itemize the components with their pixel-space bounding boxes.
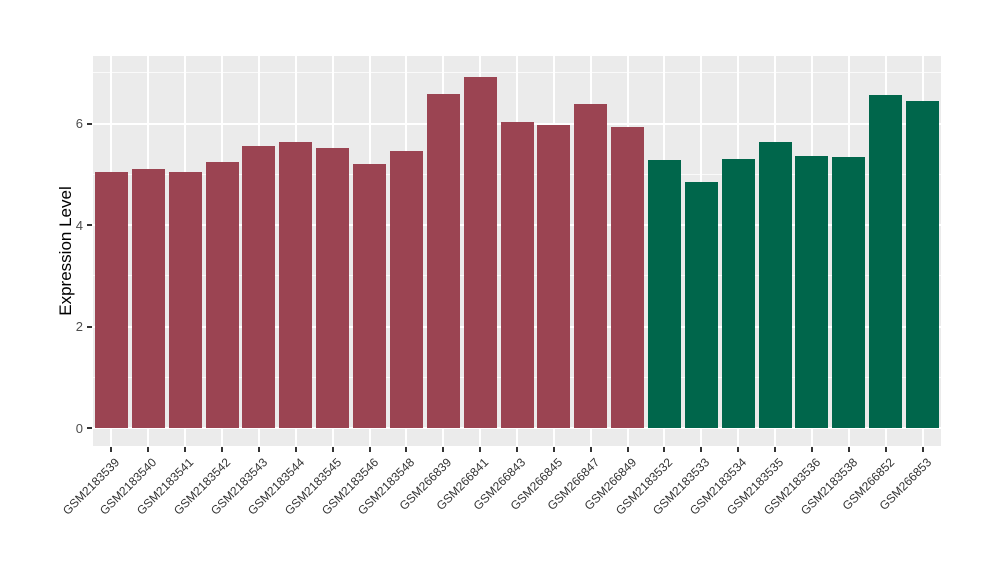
x-tick-mark bbox=[516, 447, 518, 452]
x-tick-mark bbox=[774, 447, 777, 452]
bar-GSM2183534 bbox=[721, 158, 755, 429]
y-tick-label: 6 bbox=[75, 116, 83, 131]
x-tick-mark bbox=[147, 447, 150, 452]
y-tick-mark bbox=[87, 122, 92, 125]
bar-GSM2183538 bbox=[832, 157, 866, 429]
bar-GSM2183544 bbox=[279, 142, 313, 429]
x-tick-mark bbox=[221, 447, 224, 452]
bar-GSM2183535 bbox=[758, 142, 792, 429]
bar-GSM266852 bbox=[869, 95, 903, 429]
bar-GSM266845 bbox=[537, 124, 571, 429]
bar-GSM2183545 bbox=[316, 147, 350, 429]
x-tick-mark bbox=[810, 447, 813, 452]
bar-GSM266841 bbox=[463, 76, 497, 429]
x-tick-mark bbox=[442, 447, 445, 452]
y-axis-title: Expression Level bbox=[56, 186, 75, 316]
x-tick-mark bbox=[847, 447, 850, 452]
x-tick-mark bbox=[479, 447, 482, 452]
x-tick-mark bbox=[626, 447, 629, 452]
plot-panel bbox=[93, 56, 941, 446]
bar-GSM266847 bbox=[574, 103, 608, 429]
x-tick-mark bbox=[405, 447, 408, 452]
x-tick-mark bbox=[700, 447, 703, 452]
bar-GSM2183548 bbox=[389, 150, 423, 429]
x-tick-mark bbox=[184, 447, 187, 452]
bar-GSM2183543 bbox=[242, 146, 276, 429]
x-tick-mark bbox=[552, 447, 555, 452]
bar-GSM266853 bbox=[906, 101, 940, 429]
x-tick-mark bbox=[294, 447, 297, 452]
x-tick-mark bbox=[589, 447, 592, 452]
y-tick-label: 0 bbox=[75, 420, 83, 436]
x-tick-mark bbox=[921, 447, 924, 452]
y-tick-mark bbox=[87, 224, 92, 227]
x-tick-mark bbox=[368, 447, 371, 452]
x-tick-mark bbox=[737, 447, 740, 452]
bar-GSM2183541 bbox=[168, 172, 202, 429]
bar-GSM2183542 bbox=[205, 161, 239, 429]
y-tick-label: 2 bbox=[75, 319, 83, 335]
bar-GSM2183546 bbox=[353, 163, 387, 429]
x-tick-mark bbox=[110, 447, 113, 452]
y-tick-mark bbox=[87, 427, 92, 430]
bar-GSM2183536 bbox=[795, 156, 829, 429]
bar-GSM2183533 bbox=[684, 181, 718, 429]
bar-GSM2183539 bbox=[94, 171, 128, 429]
bar-GSM2183540 bbox=[131, 169, 165, 429]
x-tick-mark bbox=[331, 447, 334, 452]
x-tick-mark bbox=[257, 447, 260, 452]
x-tick-mark bbox=[884, 447, 887, 452]
bar-GSM2183532 bbox=[647, 160, 681, 429]
bar-GSM266839 bbox=[426, 94, 460, 429]
y-tick-label: 4 bbox=[75, 217, 83, 233]
y-tick-mark bbox=[87, 325, 92, 328]
bar-GSM266849 bbox=[611, 126, 645, 429]
bar-GSM266843 bbox=[500, 122, 534, 429]
x-tick-mark bbox=[663, 447, 666, 452]
